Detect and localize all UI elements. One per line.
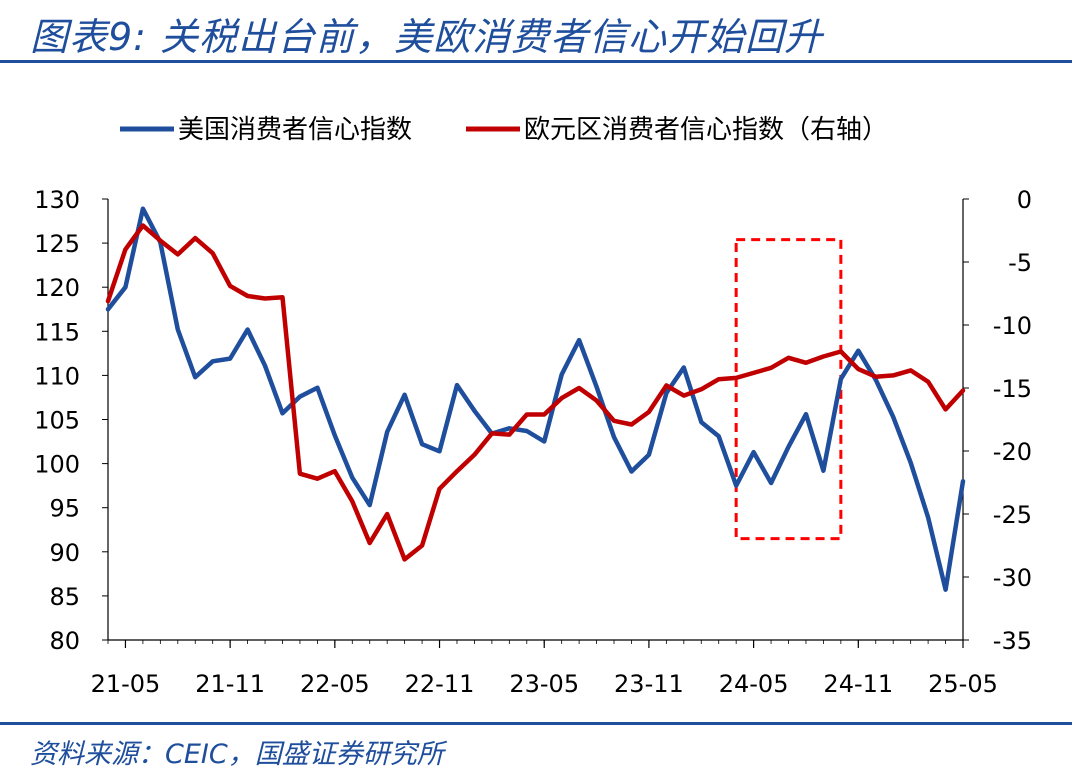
y-left-tick-label: 110: [34, 362, 80, 390]
y-right-tick-label: -20: [993, 438, 1032, 466]
y-left-tick-label: 80: [49, 627, 80, 655]
x-tick-label: 25-05: [928, 670, 998, 698]
y-left-tick-label: 85: [49, 583, 80, 611]
x-tick-label: 23-11: [614, 670, 684, 698]
legend: 美国消费者信心指数 欧元区消费者信心指数（右轴）: [120, 115, 888, 145]
x-tick-label: 22-11: [405, 670, 475, 698]
source-note: 资料来源：CEIC，国盛证券研究所: [30, 739, 444, 770]
x-tick-label: 24-11: [823, 670, 893, 698]
y-right-tick-label: -15: [993, 375, 1032, 403]
y-left-tick-label: 120: [34, 274, 80, 302]
x-tick-label: 22-05: [300, 670, 370, 698]
eu-consumer-confidence-line: [105, 223, 966, 562]
axes: 130 125 120 115 110 105 100 95 90 85 80 0 -5 -10 -15 -2…: [34, 186, 1032, 698]
bottom-rule: [0, 722, 1072, 725]
y-right-tick-label: -35: [993, 627, 1032, 655]
x-tick-label: 23-05: [509, 670, 579, 698]
legend-us-label: 美国消费者信心指数: [178, 115, 412, 145]
x-tick-label: 24-05: [719, 670, 789, 698]
us-consumer-confidence-line: [105, 206, 966, 592]
top-rule: [0, 60, 1072, 63]
y-left-tick-label: 105: [34, 407, 80, 435]
y-right-tick-label: -30: [993, 564, 1032, 592]
y-left-tick-label: 90: [49, 539, 80, 567]
figure-title: 图表9: 关税出台前，美欧消费者信心开始回升: [30, 15, 824, 59]
y-left-tick-label: 125: [34, 230, 80, 258]
y-right-tick-label: -25: [993, 501, 1032, 529]
legend-eu-label: 欧元区消费者信心指数（右轴）: [524, 115, 888, 145]
y-left-tick-label: 95: [49, 495, 80, 523]
y-right-tick-label: 0: [1017, 186, 1032, 214]
y-right-tick-label: -10: [993, 312, 1032, 340]
y-right-tick-label: -5: [1008, 249, 1032, 277]
y-left-tick-label: 130: [34, 186, 80, 214]
x-tick-label: 21-11: [195, 670, 265, 698]
highlight-dashed-box: [734, 238, 843, 541]
x-tick-label: 21-05: [91, 670, 161, 698]
series-lines: [105, 206, 966, 592]
y-left-tick-label: 115: [34, 318, 80, 346]
y-left-tick-label: 100: [34, 451, 80, 479]
